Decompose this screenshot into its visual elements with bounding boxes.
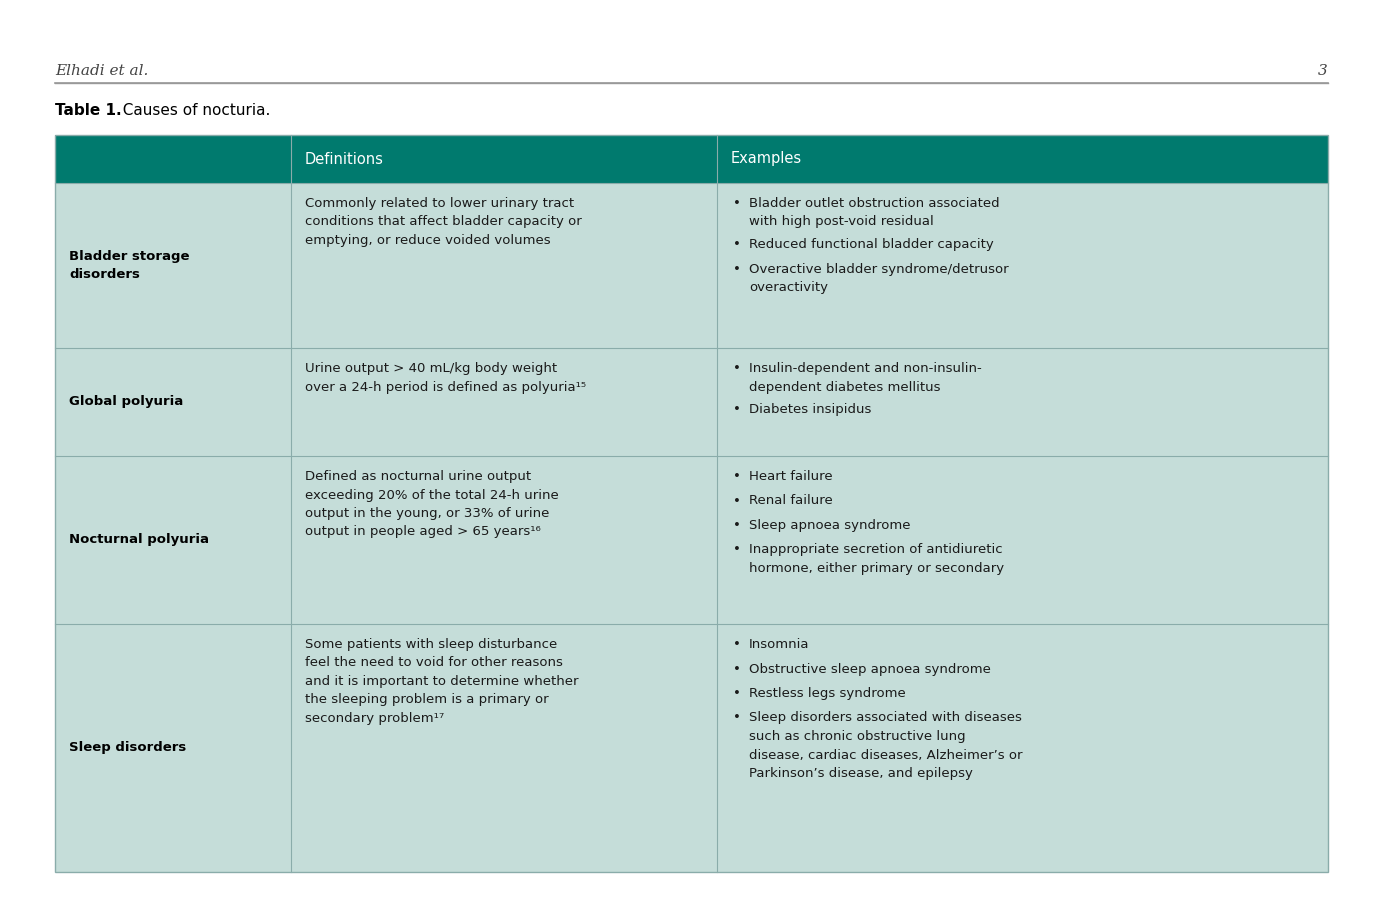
Text: Overactive bladder syndrome/detrusor
overactivity: Overactive bladder syndrome/detrusor ove… — [750, 263, 1008, 294]
Text: •: • — [733, 519, 741, 532]
Text: •: • — [733, 362, 741, 375]
Text: •: • — [733, 403, 741, 416]
Text: Table 1.: Table 1. — [55, 103, 122, 118]
Text: Bladder outlet obstruction associated
with high post-void residual: Bladder outlet obstruction associated wi… — [750, 197, 1000, 228]
Bar — [55, 183, 1328, 348]
Text: Sleep apnoea syndrome: Sleep apnoea syndrome — [750, 519, 910, 532]
Text: Nocturnal polyuria: Nocturnal polyuria — [69, 534, 209, 546]
Text: Insomnia: Insomnia — [750, 638, 809, 651]
Bar — [55, 456, 1328, 624]
Text: •: • — [733, 663, 741, 675]
Text: Examples: Examples — [732, 152, 802, 166]
Text: Commonly related to lower urinary tract
conditions that affect bladder capacity : Commonly related to lower urinary tract … — [304, 197, 581, 247]
Text: •: • — [733, 238, 741, 251]
Text: Global polyuria: Global polyuria — [69, 395, 184, 408]
Text: Inappropriate secretion of antidiuretic
hormone, either primary or secondary: Inappropriate secretion of antidiuretic … — [750, 544, 1004, 575]
Text: Causes of nocturia.: Causes of nocturia. — [113, 103, 270, 118]
Text: Definitions: Definitions — [304, 152, 383, 166]
Text: Sleep disorders: Sleep disorders — [69, 742, 187, 754]
Text: Sleep disorders associated with diseases
such as chronic obstructive lung
diseas: Sleep disorders associated with diseases… — [750, 712, 1022, 780]
Text: •: • — [733, 544, 741, 556]
Text: Heart failure: Heart failure — [750, 470, 833, 483]
Text: Restless legs syndrome: Restless legs syndrome — [750, 687, 906, 700]
Text: Bladder storage
disorders: Bladder storage disorders — [69, 250, 189, 281]
Text: •: • — [733, 197, 741, 210]
Text: •: • — [733, 638, 741, 651]
Bar — [55, 135, 1328, 183]
Text: Urine output > 40 mL/kg body weight
over a 24-h period is defined as polyuria¹⁵: Urine output > 40 mL/kg body weight over… — [304, 362, 585, 394]
Text: Elhadi et al.: Elhadi et al. — [55, 64, 148, 78]
Text: Defined as nocturnal urine output
exceeding 20% of the total 24-h urine
output i: Defined as nocturnal urine output exceed… — [304, 470, 559, 538]
Text: Obstructive sleep apnoea syndrome: Obstructive sleep apnoea syndrome — [750, 663, 990, 675]
Bar — [55, 135, 1328, 872]
Text: •: • — [733, 712, 741, 724]
Text: Insulin-dependent and non-insulin-
dependent diabetes mellitus: Insulin-dependent and non-insulin- depen… — [750, 362, 982, 394]
Bar — [55, 348, 1328, 456]
Text: 3: 3 — [1318, 64, 1328, 78]
Text: Reduced functional bladder capacity: Reduced functional bladder capacity — [750, 238, 994, 251]
Text: •: • — [733, 687, 741, 700]
Text: •: • — [733, 494, 741, 507]
Text: Diabetes insipidus: Diabetes insipidus — [750, 403, 871, 416]
Bar — [55, 624, 1328, 872]
Text: •: • — [733, 470, 741, 483]
Text: •: • — [733, 263, 741, 275]
Text: Renal failure: Renal failure — [750, 494, 833, 507]
Text: Some patients with sleep disturbance
feel the need to void for other reasons
and: Some patients with sleep disturbance fee… — [304, 638, 578, 725]
